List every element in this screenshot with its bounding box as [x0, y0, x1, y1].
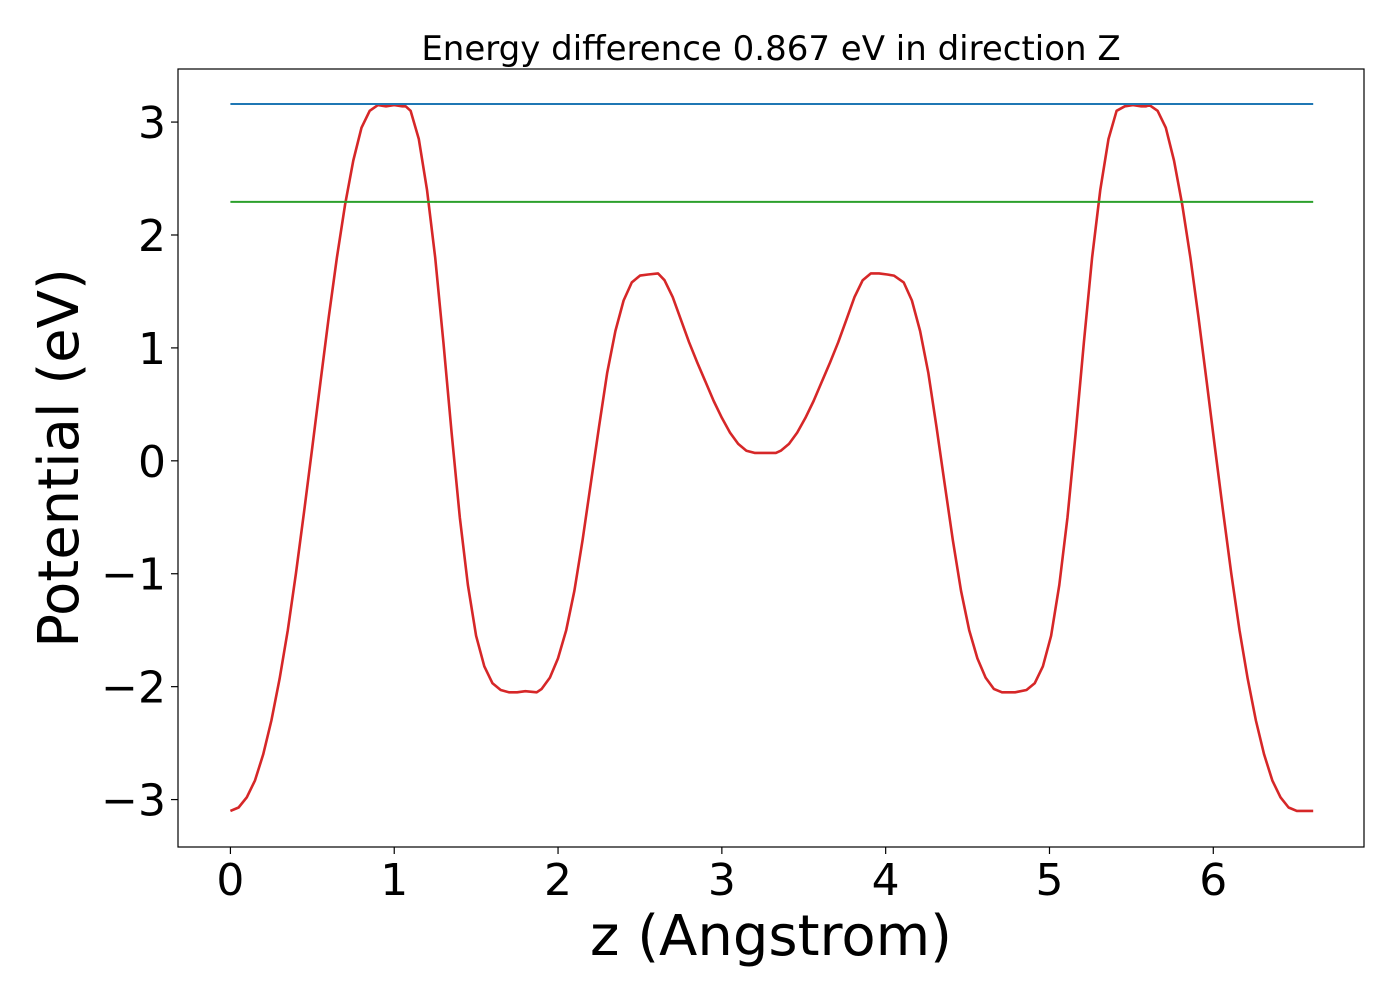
- x-tick-label: 2: [544, 855, 572, 906]
- x-tick-label: 4: [872, 855, 900, 906]
- x-tick-label: 3: [708, 855, 736, 906]
- y-tick-label: −1: [101, 550, 166, 601]
- axes-frame: [177, 68, 1365, 848]
- x-axis: 0 1 2 3 4 5 6: [216, 847, 1227, 906]
- series-line-0: [229, 103, 1314, 813]
- x-axis-label: z (Angstrom): [590, 904, 952, 969]
- x-tick-label: 0: [216, 855, 244, 906]
- y-tick-label: −3: [101, 776, 166, 827]
- x-tick-label: 6: [1199, 855, 1227, 906]
- y-tick-label: 3: [138, 98, 166, 149]
- x-tick-label: 1: [380, 855, 408, 906]
- y-axis: −3 −2 −1 0 1 2 3: [101, 98, 178, 827]
- x-tick-label: 5: [1035, 855, 1063, 906]
- y-tick-label: 2: [138, 211, 166, 262]
- plot-area: [229, 103, 1314, 813]
- chart-title: Energy difference 0.867 eV in direction …: [421, 29, 1120, 69]
- y-tick-label: −2: [101, 663, 166, 714]
- y-tick-label: 1: [138, 324, 166, 375]
- y-axis-label: Potential (eV): [27, 268, 92, 648]
- y-tick-label: 0: [138, 437, 166, 488]
